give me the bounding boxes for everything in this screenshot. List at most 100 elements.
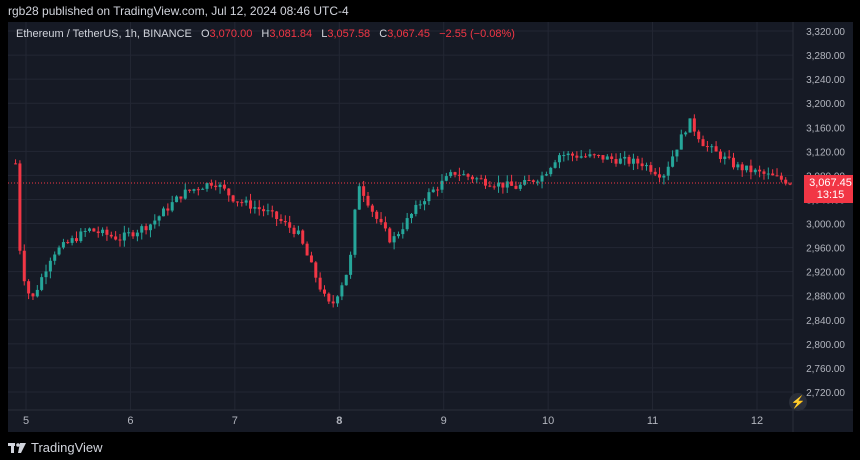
candle-body: [788, 183, 792, 185]
candle-body: [262, 209, 266, 212]
x-tick-label: 6: [127, 415, 133, 427]
low-value: 3,057.58: [327, 28, 371, 40]
candle-body: [127, 232, 131, 234]
change-value: −2.55 (−0.08%): [439, 28, 515, 40]
y-tick-label: 3,320.00: [806, 27, 845, 38]
candle-body: [488, 185, 492, 187]
y-tick-label: 3,120.00: [806, 147, 845, 158]
y-tick-label: 3,160.00: [806, 123, 845, 134]
candle-body: [170, 202, 174, 211]
candle-body: [88, 228, 92, 231]
candle-body: [309, 255, 313, 263]
candle-body: [475, 178, 479, 180]
candle-body: [140, 226, 144, 233]
candle-body: [762, 171, 766, 174]
candle-body: [605, 156, 609, 160]
x-tick-label: 11: [647, 415, 658, 427]
candle-body: [540, 175, 544, 182]
candle-body: [344, 274, 348, 286]
y-tick-label: 3,240.00: [806, 75, 845, 86]
candle-body: [658, 174, 662, 178]
candle-body: [148, 224, 152, 231]
candle-body: [257, 207, 261, 210]
candle-body: [457, 174, 461, 176]
candle-body: [392, 236, 396, 243]
candle-body: [196, 189, 200, 191]
candle-body: [183, 189, 187, 199]
candle-body: [584, 156, 588, 158]
candle-body: [592, 154, 596, 156]
candle-body: [566, 153, 570, 156]
candle-body: [553, 162, 557, 168]
candle-body: [27, 281, 31, 294]
published-header: rgb28 published on TradingView.com, Jul …: [8, 4, 349, 18]
candle-body: [40, 277, 44, 290]
brand-label: TradingView: [31, 440, 103, 455]
candle-body: [366, 195, 370, 206]
lightning-bolt-icon[interactable]: ⚡: [789, 393, 807, 411]
candle-body: [601, 155, 605, 160]
candle-body: [57, 247, 61, 255]
candle-body: [231, 195, 235, 202]
high-key: H: [261, 28, 270, 40]
candle-body: [44, 271, 48, 278]
candle-body: [466, 174, 470, 177]
candle-body: [35, 289, 39, 297]
candle-body: [675, 149, 679, 157]
candle-body: [418, 204, 422, 206]
candle-body: [92, 228, 96, 232]
candle-body: [588, 154, 592, 157]
candle-body: [414, 204, 418, 214]
candle-body: [175, 196, 179, 203]
candle-body: [83, 230, 87, 232]
candle-body: [575, 155, 579, 158]
candle-body: [305, 243, 309, 256]
tradingview-logo-icon: [8, 442, 26, 453]
candle-body: [314, 262, 318, 278]
candle-body: [235, 201, 239, 203]
candle-body: [266, 210, 270, 212]
candle-body: [205, 183, 209, 189]
candle-body: [692, 118, 696, 132]
candle-body: [427, 192, 431, 202]
y-tick-label: 2,760.00: [806, 364, 845, 375]
candle-body: [527, 180, 531, 182]
candle-body: [353, 209, 357, 255]
candle-body: [396, 234, 400, 237]
ohlc-legend: Ethereum / TetherUS, 1h, BINANCE O3,070.…: [16, 28, 515, 40]
candle-body: [118, 239, 122, 241]
candle-body: [218, 184, 222, 188]
candle-body: [701, 139, 705, 147]
candle-body: [114, 236, 118, 240]
candle-body: [357, 186, 361, 210]
candle-body: [14, 163, 18, 165]
footer: TradingView: [0, 436, 860, 460]
candle-body: [510, 181, 514, 186]
candle-body: [440, 180, 444, 190]
candle-body: [331, 301, 335, 304]
candle-body: [105, 229, 109, 235]
candle-body: [784, 179, 788, 184]
candle-body: [279, 219, 283, 221]
candle-body: [383, 222, 387, 229]
candle-body: [70, 238, 74, 243]
candle-body: [631, 158, 635, 164]
candle-body: [48, 260, 52, 272]
y-tick-label: 2,840.00: [806, 316, 845, 327]
candle-body: [627, 156, 631, 164]
y-tick-label: 3,000.00: [806, 220, 845, 231]
x-tick-label: 10: [542, 415, 554, 427]
candle-body: [31, 293, 35, 297]
candle-body: [736, 164, 740, 168]
candle-body: [222, 184, 226, 189]
candle-body: [779, 175, 783, 180]
candlestick-chart[interactable]: 2,720.00 2,760.00 2,800.00 2,840.00 2,880.00…: [8, 22, 853, 432]
candle-body: [597, 154, 601, 156]
candle-body: [79, 231, 83, 242]
candle-body: [283, 220, 287, 223]
tradingview-brand[interactable]: TradingView: [8, 440, 103, 455]
chart-panel[interactable]: 2,720.00 2,760.00 2,800.00 2,840.00 2,880.00…: [8, 22, 853, 432]
candle-body: [192, 189, 196, 191]
candle-body: [401, 229, 405, 235]
